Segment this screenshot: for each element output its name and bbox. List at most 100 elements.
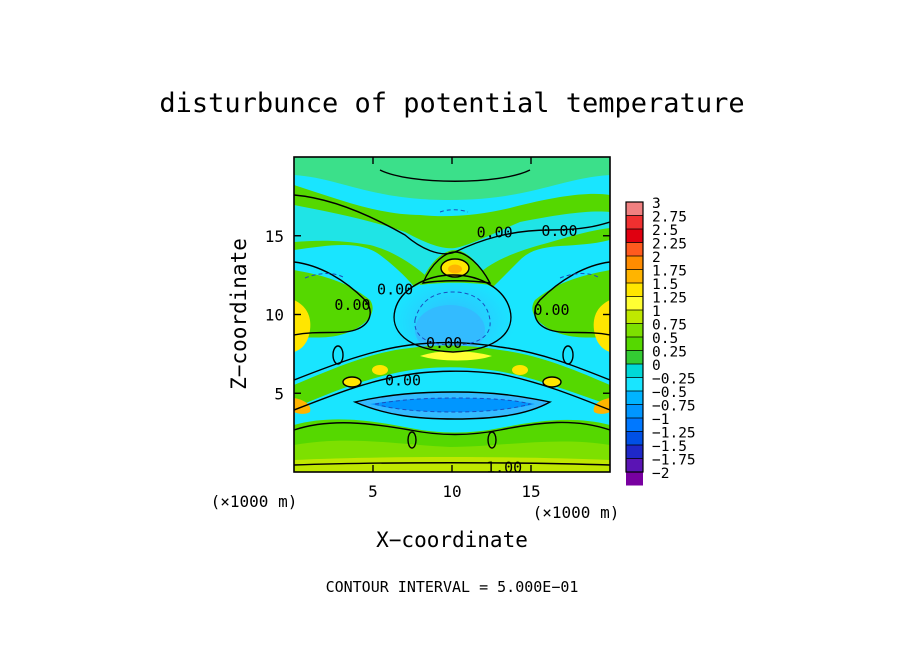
colorbar-swatch [626,296,643,310]
field-edge-right-low [593,398,610,414]
contour-label: 0.00 [334,296,370,314]
chart-title: disturbunce of potential temperature [159,88,744,119]
colorbar-swatch [626,431,643,445]
contour-neg-dome [414,291,491,346]
field-green-wing-right [532,270,610,340]
contour-spot-d [487,431,497,449]
y-axis-label: Z−coordinate [227,238,251,390]
field-edge-left-low [294,398,311,414]
x-unit-left: (×1000 m) [211,492,298,511]
contour-neg-top [439,209,469,213]
colorbar-label: 1.5 [652,277,678,293]
contour-mid-arc [294,341,610,381]
colorbar-swatch [626,445,643,459]
contour-zero-top2 [379,169,531,182]
field-cyan-upper [294,205,610,275]
field-mid-spot-left [343,377,361,387]
contour-label: 0.00 [385,372,421,390]
contour-neg-trough [374,397,532,413]
colorbar-label: 2 [652,250,661,266]
contour-apex [421,251,492,284]
colorbar-label: 2.5 [652,223,678,239]
contour-label: 0.00 [426,334,462,352]
colorbar-label: 2.25 [652,237,687,253]
contour-label: 0.00 [477,224,513,242]
colorbar-label: 3 [652,196,661,212]
colorbar-label: −1 [652,412,669,428]
contour-spot-f [562,345,574,365]
colorbar-label: −0.5 [652,385,687,401]
colorbar-swatch [626,350,643,364]
colorbar-swatch [626,323,643,337]
colorbar-label: 0 [652,358,661,374]
colorbar-label: −0.25 [652,372,696,388]
field-mid-spot-right [543,377,561,387]
x-tick-label: 15 [521,482,540,501]
y-axis-ticks: 5 10 15 [265,227,610,403]
colorbar-label: −0.75 [652,399,696,415]
field-mid-arc [294,345,610,408]
contour-trough [352,391,552,420]
colorbar-swatch [626,202,643,216]
x-tick-label: 10 [442,482,461,501]
colorbar-swatch [626,391,643,405]
field-green-upper [294,185,610,310]
colorbar-swatch [626,283,643,297]
contour-zero-wing-left [294,261,371,336]
field-mid-arc-yellow [420,351,492,361]
contour-spot-b [542,376,562,388]
contour-spot-c [407,431,417,449]
colorbar-swatch [626,215,643,229]
contour-label: 0.00 [377,280,413,298]
colorbar-swatch [626,364,643,378]
colorbar-label: 0.25 [652,345,687,361]
colorbar-label: 0.5 [652,331,678,347]
colorbar-swatch [626,472,643,486]
field-mid-spot-right2 [512,365,528,375]
colorbar-label: −1.5 [652,439,687,455]
x-tick-label: 5 [368,482,378,501]
field-green-wing-left [294,270,373,340]
colorbar-label: 1.25 [652,291,687,307]
contour-label: 0.00 [541,222,577,240]
contour-one-bottom [294,462,610,466]
colorbar-swatch [626,256,643,270]
colorbar-swatch [626,269,643,283]
y-tick-label: 5 [274,384,284,403]
heatmap-field [294,157,610,472]
colorbar-swatch [626,310,643,324]
contour-dashed [304,209,601,413]
colorbar-swatch [626,404,643,418]
contour-lines [294,169,610,466]
x-axis-ticks: 5 10 15 [368,157,541,501]
contour-label: 1.00 [486,458,522,476]
contour-interval: CONTOUR INTERVAL = 5.000E−01 [326,578,579,596]
contour-mid-arc2 [294,370,610,411]
colorbar-swatch [626,337,643,351]
field-blue-trough-core [370,398,535,412]
contour-neg-left [304,273,346,279]
field-edge-right [593,300,610,352]
colorbar-swatch [626,418,643,432]
contour-spot-a [342,376,362,388]
x-unit-right: (×1000 m) [533,503,620,522]
contour-label: 0.00 [533,301,569,319]
colorbar-label: 1.75 [652,264,687,280]
y-tick-label: 15 [265,227,284,246]
colorbar-label: 0.75 [652,318,687,334]
contour-neg-right [559,273,601,279]
colorbar-swatch [626,242,643,256]
field-mid-spot-left2 [372,365,388,375]
y-tick-label: 10 [265,306,284,325]
contour-lower [294,421,610,436]
field-top-band [294,157,610,200]
field-edge-left [294,300,311,352]
x-axis-label: X−coordinate [376,528,528,552]
contour-apex-inner [440,258,470,278]
colorbar-label: −2 [652,466,669,482]
colorbar-swatch [626,458,643,472]
colorbar-swatch [626,229,643,243]
colorbar-label: −1.75 [652,453,696,469]
colorbar-label: 2.75 [652,210,687,226]
